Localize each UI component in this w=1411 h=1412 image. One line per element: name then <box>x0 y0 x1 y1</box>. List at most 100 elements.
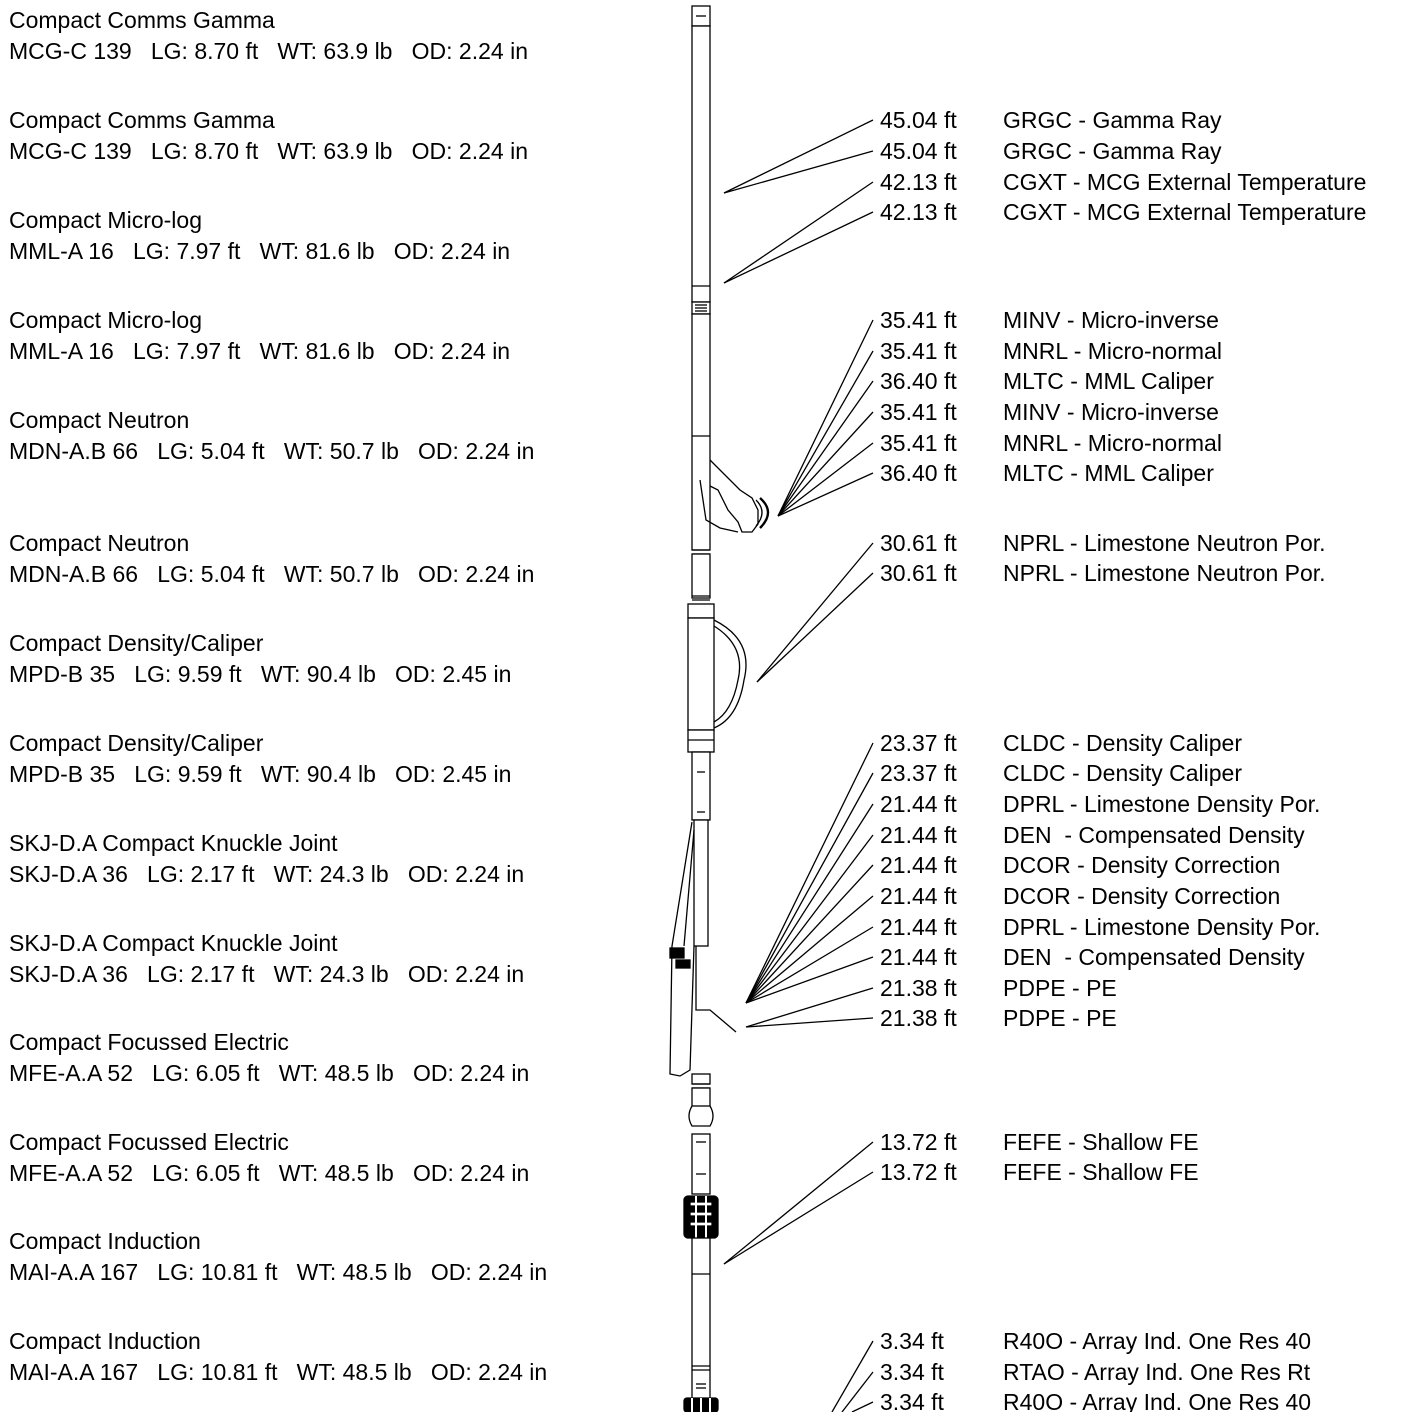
measure-offset: 30.61 ft <box>880 530 957 556</box>
tool-spec: MPD-B 35 LG: 9.59 ft WT: 90.4 lb OD: 2.4… <box>9 661 511 687</box>
measure-offset: 13.72 ft <box>880 1159 957 1185</box>
leader-line <box>745 864 874 1004</box>
leader-line <box>777 380 874 517</box>
tool-spec: MDN-A.B 66 LG: 5.04 ft WT: 50.7 lb OD: 2… <box>9 561 534 587</box>
measure-mnemonic: MLTC - MML Caliper <box>1003 460 1214 486</box>
measure-mnemonic: DEN - Compensated Density <box>1003 944 1305 970</box>
measure-offset: 35.41 ft <box>880 338 957 364</box>
leader-line <box>723 119 874 194</box>
leader-lines <box>723 119 874 1412</box>
measure-mnemonic: RTAO - Array Ind. One Res Rt <box>1003 1359 1311 1385</box>
leader-line <box>777 442 874 517</box>
tool-spec: MPD-B 35 LG: 9.59 ft WT: 90.4 lb OD: 2.4… <box>9 761 511 787</box>
leader-line <box>745 926 874 1004</box>
tool-labels: Compact Comms Gamma MCG-C 139 LG: 8.70 ft… <box>9 7 547 1385</box>
tool-name: Compact Density/Caliper <box>9 630 264 656</box>
leader-line <box>851 1401 874 1412</box>
leader-line <box>841 1371 874 1412</box>
tool-name: Compact Neutron <box>9 407 189 433</box>
measure-mnemonic: R40O - Array Ind. One Res 40 <box>1003 1389 1311 1412</box>
tool-spec: MCG-C 139 LG: 8.70 ft WT: 63.9 lb OD: 2.… <box>9 38 528 64</box>
leader-line <box>745 895 874 1004</box>
measure-offset: 3.34 ft <box>880 1359 945 1385</box>
measure-mnemonic: CLDC - Density Caliper <box>1003 730 1242 756</box>
tool-name: Compact Comms Gamma <box>9 107 275 133</box>
measure-mnemonic: CGXT - MCG External Temperature <box>1003 169 1366 195</box>
measure-mnemonic: GRGC - Gamma Ray <box>1003 138 1222 164</box>
measure-mnemonic: PDPE - PE <box>1003 1005 1117 1031</box>
leader-line <box>745 987 874 1028</box>
leader-line <box>831 1340 874 1412</box>
tool-spec: MCG-C 139 LG: 8.70 ft WT: 63.9 lb OD: 2.… <box>9 138 528 164</box>
measure-mnemonic: R40O - Array Ind. One Res 40 <box>1003 1328 1311 1354</box>
tool-name: Compact Focussed Electric <box>9 1029 289 1055</box>
tool-name: Compact Induction <box>9 1228 201 1254</box>
leader-line <box>745 956 874 1004</box>
measure-offset: 3.34 ft <box>880 1328 945 1354</box>
tool-name: Compact Neutron <box>9 530 189 556</box>
measure-offset: 45.04 ft <box>880 107 957 133</box>
measure-offset: 3.34 ft <box>880 1389 945 1412</box>
leader-line <box>745 772 874 1004</box>
tool-spec: MML-A 16 LG: 7.97 ft WT: 81.6 lb OD: 2.2… <box>9 238 510 264</box>
tool-spec: MFE-A.A 52 LG: 6.05 ft WT: 48.5 lb OD: 2… <box>9 1160 529 1186</box>
measure-mnemonic: DPRL - Limestone Density Por. <box>1003 791 1320 817</box>
measure-offset: 21.44 ft <box>880 791 957 817</box>
measure-point-labels: 45.04 ft GRGC - Gamma Ray 45.04 ft GRGC - G… <box>880 107 1366 1412</box>
leader-line <box>745 803 874 1004</box>
measure-mnemonic: DEN - Compensated Density <box>1003 822 1305 848</box>
tool-name: Compact Induction <box>9 1328 201 1354</box>
leader-line <box>723 1171 874 1265</box>
measure-offset: 21.44 ft <box>880 944 957 970</box>
leader-line <box>756 572 874 683</box>
toolstring-drawing <box>669 5 770 1412</box>
tool-name: Compact Density/Caliper <box>9 730 264 756</box>
leader-line <box>723 150 874 194</box>
measure-offset: 35.41 ft <box>880 430 957 456</box>
leader-line <box>777 319 874 517</box>
tool-name: Compact Focussed Electric <box>9 1129 289 1155</box>
leader-line <box>777 350 874 517</box>
measure-mnemonic: MINV - Micro-inverse <box>1003 399 1219 425</box>
measure-offset: 23.37 ft <box>880 730 957 756</box>
measure-offset: 42.13 ft <box>880 199 957 225</box>
measure-mnemonic: DCOR - Density Correction <box>1003 883 1280 909</box>
measure-offset: 21.44 ft <box>880 852 957 878</box>
measure-offset: 21.38 ft <box>880 975 957 1001</box>
measure-offset: 13.72 ft <box>880 1129 957 1155</box>
measure-mnemonic: CLDC - Density Caliper <box>1003 760 1242 786</box>
tool-spec: MAI-A.A 167 LG: 10.81 ft WT: 48.5 lb OD:… <box>9 1359 547 1385</box>
measure-mnemonic: MNRL - Micro-normal <box>1003 430 1222 456</box>
measure-offset: 21.38 ft <box>880 1005 957 1031</box>
tool-spec: MFE-A.A 52 LG: 6.05 ft WT: 48.5 lb OD: 2… <box>9 1060 529 1086</box>
tool-name: Compact Micro-log <box>9 307 202 333</box>
measure-offset: 36.40 ft <box>880 368 957 394</box>
measure-offset: 36.40 ft <box>880 460 957 486</box>
measure-mnemonic: DPRL - Limestone Density Por. <box>1003 914 1320 940</box>
tool-name: SKJ-D.A Compact Knuckle Joint <box>9 830 338 856</box>
leader-line <box>723 211 874 284</box>
leader-line <box>745 1017 874 1028</box>
measure-mnemonic: MNRL - Micro-normal <box>1003 338 1222 364</box>
measure-mnemonic: MINV - Micro-inverse <box>1003 307 1219 333</box>
measure-offset: 21.44 ft <box>880 914 957 940</box>
leader-line <box>745 742 874 1004</box>
measure-offset: 30.61 ft <box>880 560 957 586</box>
tool-spec: MAI-A.A 167 LG: 10.81 ft WT: 48.5 lb OD:… <box>9 1259 547 1285</box>
measure-offset: 35.41 ft <box>880 307 957 333</box>
measure-mnemonic: GRGC - Gamma Ray <box>1003 107 1222 133</box>
tool-spec: SKJ-D.A 36 LG: 2.17 ft WT: 24.3 lb OD: 2… <box>9 961 524 987</box>
measure-mnemonic: FEFE - Shallow FE <box>1003 1129 1199 1155</box>
measure-mnemonic: MLTC - MML Caliper <box>1003 368 1214 394</box>
measure-offset: 35.41 ft <box>880 399 957 425</box>
leader-line <box>723 181 874 284</box>
tool-name: SKJ-D.A Compact Knuckle Joint <box>9 930 338 956</box>
measure-mnemonic: CGXT - MCG External Temperature <box>1003 199 1366 225</box>
tool-name: Compact Micro-log <box>9 207 202 233</box>
measure-mnemonic: DCOR - Density Correction <box>1003 852 1280 878</box>
tool-spec: MDN-A.B 66 LG: 5.04 ft WT: 50.7 lb OD: 2… <box>9 438 534 464</box>
measure-mnemonic: NPRL - Limestone Neutron Por. <box>1003 530 1326 556</box>
measure-offset: 42.13 ft <box>880 169 957 195</box>
leader-line <box>777 411 874 517</box>
tool-spec: SKJ-D.A 36 LG: 2.17 ft WT: 24.3 lb OD: 2… <box>9 861 524 887</box>
